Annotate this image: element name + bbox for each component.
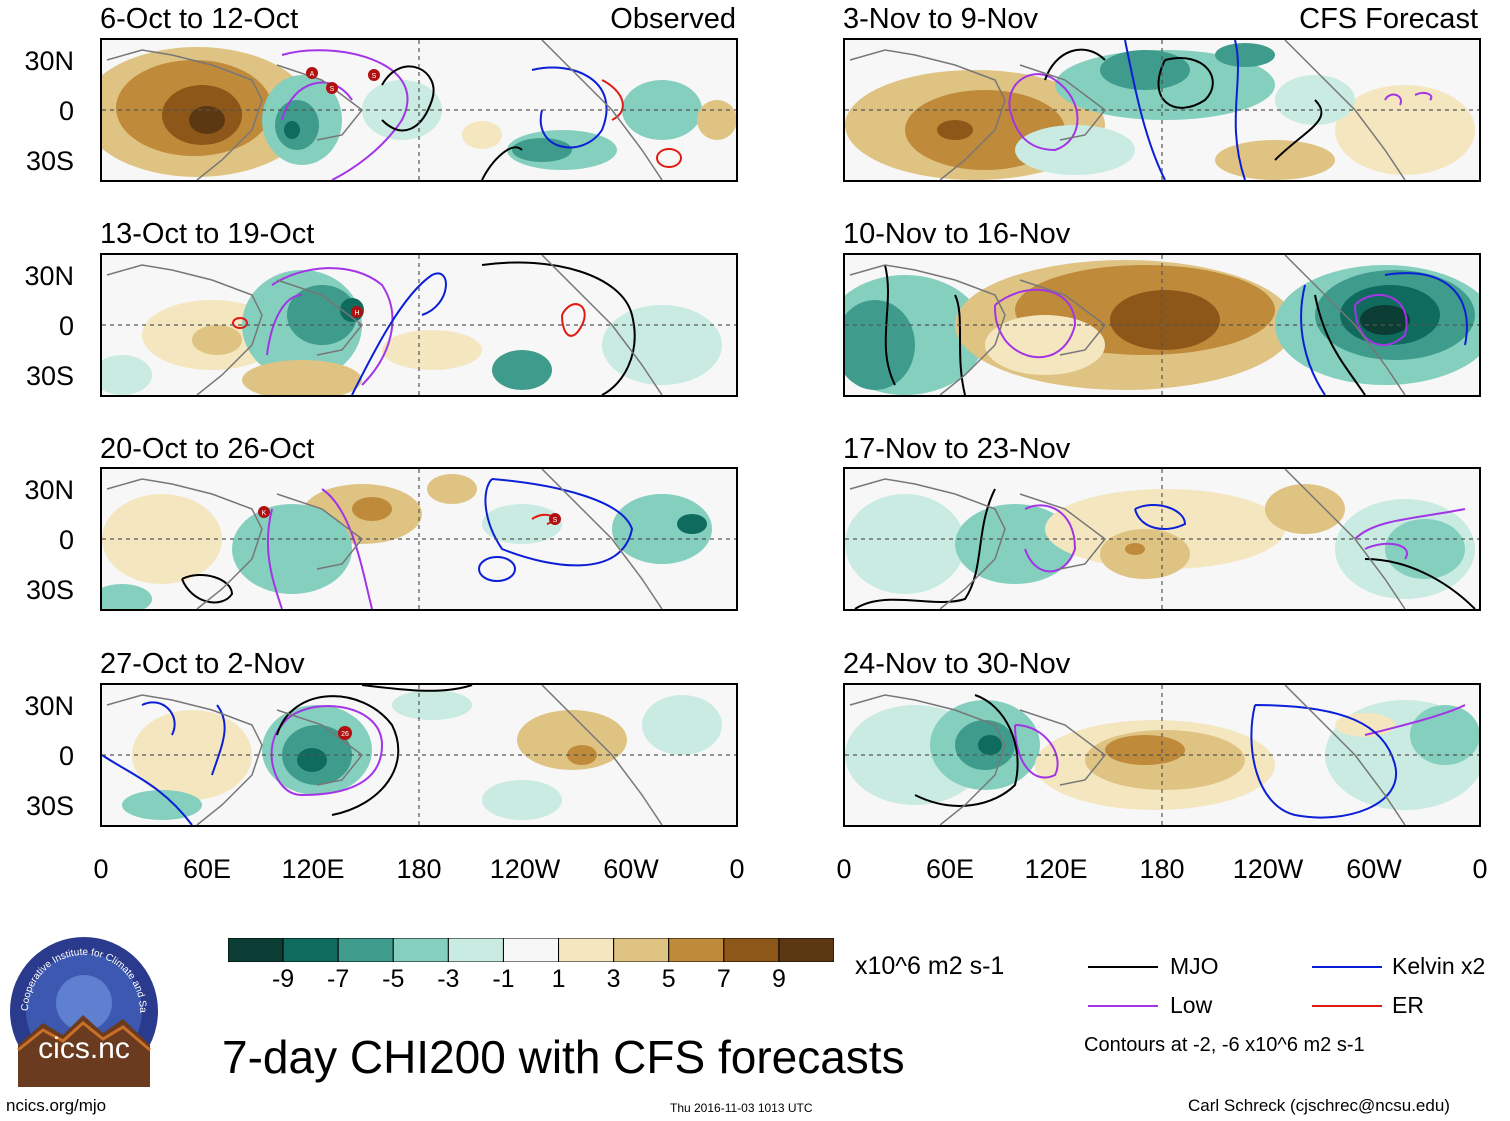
lat-label: 30N <box>24 46 74 76</box>
panel-title: 13-Oct to 19-Oct <box>100 218 315 250</box>
colorbar-units: x10^6 m2 s-1 <box>855 952 1005 980</box>
panel-title: 10-Nov to 16-Nov <box>843 218 1071 250</box>
panel-title: 17-Nov to 23-Nov <box>843 433 1071 465</box>
map-panel-obs-1: A S S <box>100 38 738 182</box>
map-panel-obs-4: 26 <box>100 683 738 827</box>
map-panel-fcst-3 <box>843 467 1481 611</box>
colorbar-tick-label: 3 <box>606 965 621 993</box>
footer-author: Carl Schreck (cjschrec@ncsu.edu) <box>1188 1096 1450 1115</box>
colorbar-swatch <box>778 937 835 963</box>
lat-label: 0 <box>58 311 74 341</box>
map-panel-fcst-1 <box>843 38 1481 182</box>
lon-label: 180 <box>1139 854 1185 884</box>
lon-label: 0 <box>1472 854 1488 884</box>
colorbar <box>227 937 835 963</box>
lat-label: 30N <box>24 475 74 505</box>
logo-text: cics.nc <box>38 1032 130 1065</box>
storm-label: S <box>372 73 377 80</box>
map-panel-fcst-4 <box>843 683 1481 827</box>
colorbar-swatch <box>282 937 339 963</box>
storm-label: H <box>354 310 359 317</box>
storm-label: K <box>262 510 267 517</box>
lat-label: 30S <box>25 146 74 176</box>
lon-label: 120W <box>489 854 561 884</box>
legend-er: ER <box>1392 992 1424 1018</box>
legend-low: Low <box>1170 992 1213 1018</box>
cics-logo: Cooperative Institute for Climate and Sa… <box>5 927 160 1087</box>
legend-mjo: MJO <box>1170 953 1219 979</box>
mjo-line-swatch <box>1088 966 1158 968</box>
colorbar-tick-label: 7 <box>716 965 731 993</box>
er-line-swatch <box>1312 1005 1382 1007</box>
lat-label: 0 <box>58 96 74 126</box>
colorbar-swatch <box>723 937 780 963</box>
lat-label: 30N <box>24 261 74 291</box>
colorbar-tick-label: 1 <box>551 965 566 993</box>
lon-label: 0 <box>729 854 745 884</box>
lon-label: 120E <box>281 854 345 884</box>
panel-title: 20-Oct to 26-Oct <box>100 433 315 465</box>
lat-label: 0 <box>58 741 74 771</box>
observed-label: Observed <box>610 3 736 35</box>
colorbar-swatch <box>613 937 670 963</box>
footer-timestamp: Thu 2016-11-03 1013 UTC <box>670 1101 813 1115</box>
storm-label: S <box>553 517 558 524</box>
lat-label: 30S <box>25 575 74 605</box>
lon-label: 0 <box>836 854 852 884</box>
map-panel-obs-3: K S <box>100 467 738 611</box>
colorbar-tick-label: -7 <box>327 965 350 993</box>
low-line-swatch <box>1088 1005 1158 1007</box>
lon-label: 180 <box>396 854 442 884</box>
lat-label: 30N <box>24 691 74 721</box>
map-panel-fcst-2 <box>843 253 1481 397</box>
colorbar-tick-label: -5 <box>382 965 405 993</box>
storm-label: S <box>330 86 335 93</box>
lat-label: 0 <box>58 525 74 555</box>
colorbar-tick-label: -1 <box>492 965 515 993</box>
footer-url: ncics.org/mjo <box>6 1096 107 1115</box>
lon-label: 60W <box>1346 854 1402 884</box>
colorbar-swatch <box>447 937 504 963</box>
lat-label: 30S <box>25 791 74 821</box>
lon-label: 60E <box>925 854 975 884</box>
colorbar-swatch <box>337 937 394 963</box>
storm-label: 26 <box>341 731 349 738</box>
lon-label: 60W <box>603 854 659 884</box>
figure-title: 7-day CHI200 with CFS forecasts <box>222 1031 905 1083</box>
legend-kelvin: Kelvin x2 <box>1392 953 1486 979</box>
colorbar-tick-label: 5 <box>661 965 676 993</box>
forecast-label: CFS Forecast <box>1299 3 1478 35</box>
panel-title: 27-Oct to 2-Nov <box>100 648 305 680</box>
panel-title: 24-Nov to 30-Nov <box>843 648 1071 680</box>
lon-label: 0 <box>93 854 109 884</box>
storm-label: A <box>310 71 315 78</box>
panel-title: 6-Oct to 12-Oct <box>100 3 299 35</box>
map-panel-obs-2: H <box>100 253 738 397</box>
lat-label: 30S <box>25 361 74 391</box>
lon-label: 60E <box>182 854 232 884</box>
lon-label: 120E <box>1024 854 1088 884</box>
contour-note: Contours at -2, -6 x10^6 m2 s-1 <box>1084 1034 1365 1056</box>
colorbar-swatch <box>558 937 615 963</box>
colorbar-tick-label: -3 <box>437 965 460 993</box>
kelvin-line-swatch <box>1312 966 1382 968</box>
colorbar-swatch <box>668 937 725 963</box>
panel-title: 3-Nov to 9-Nov <box>843 3 1039 35</box>
colorbar-swatch <box>392 937 449 963</box>
colorbar-tick-label: 9 <box>771 965 786 993</box>
lon-label: 120W <box>1232 854 1304 884</box>
colorbar-tick-label: -9 <box>271 965 295 993</box>
colorbar-swatch <box>502 937 560 963</box>
colorbar-swatch <box>227 937 284 963</box>
